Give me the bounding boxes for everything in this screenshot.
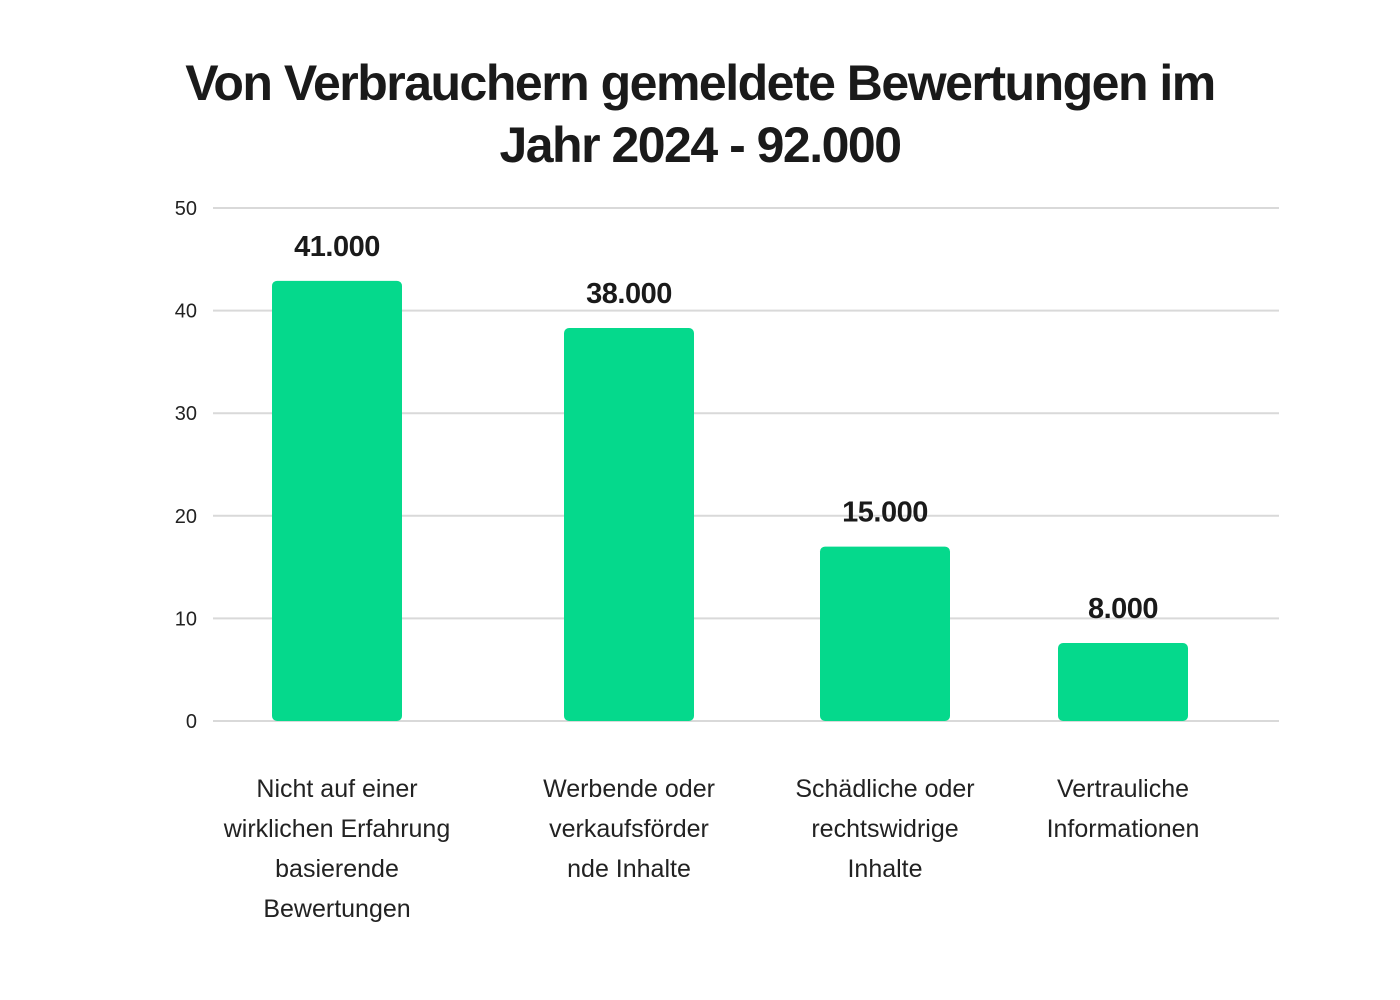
bar: [272, 280, 402, 721]
bar: [564, 328, 694, 721]
x-category-label-line: Informationen: [1047, 815, 1200, 843]
y-tick-label: 30: [175, 403, 197, 425]
chart-title-line: Von Verbrauchern gemeldete Bewertungen i…: [185, 55, 1216, 111]
data-label: 38.000: [586, 278, 672, 310]
y-tick-label: 20: [175, 506, 197, 528]
x-category-label: Werbende oder verkaufsförder nde Inhalte: [543, 775, 715, 883]
bar: [1058, 643, 1188, 721]
chart-title-line: Jahr 2024 - 92.000: [499, 117, 902, 173]
chart-title: Von Verbrauchern gemeldete Bewertungen i…: [0, 52, 1400, 176]
x-category-label: Nicht auf einer wirklichen Erfahrung basie…: [223, 775, 451, 923]
x-category-label-line: verkaufsförder: [549, 815, 709, 843]
y-tick-label: 0: [186, 711, 197, 733]
bar: [820, 546, 950, 721]
x-category-label-line: wirklichen Erfahrung: [223, 815, 451, 843]
x-category-label-line: Nicht auf einer: [256, 775, 417, 803]
x-category-label-line: rechtswidrige: [811, 815, 958, 843]
x-category-label: Schädliche oder rechtswidrige Inhalte: [795, 775, 974, 883]
y-tick-label: 10: [175, 608, 197, 630]
data-label: 8.000: [1088, 593, 1158, 625]
x-category-label-line: nde Inhalte: [567, 855, 691, 883]
x-category-label-line: Bewertungen: [263, 895, 410, 923]
y-tick-label: 50: [175, 198, 197, 220]
x-category-label-line: Werbende oder: [543, 775, 715, 803]
x-category-label: Vertrauliche Informationen: [1047, 775, 1200, 843]
x-category-label-line: basierende: [275, 855, 399, 883]
x-category-label-line: Inhalte: [847, 855, 922, 883]
y-tick-label: 40: [175, 301, 197, 323]
data-label: 15.000: [842, 497, 928, 529]
x-category-label-line: Schädliche oder: [795, 775, 974, 803]
data-label: 41.000: [294, 231, 380, 263]
x-category-label-line: Vertrauliche: [1057, 775, 1189, 803]
